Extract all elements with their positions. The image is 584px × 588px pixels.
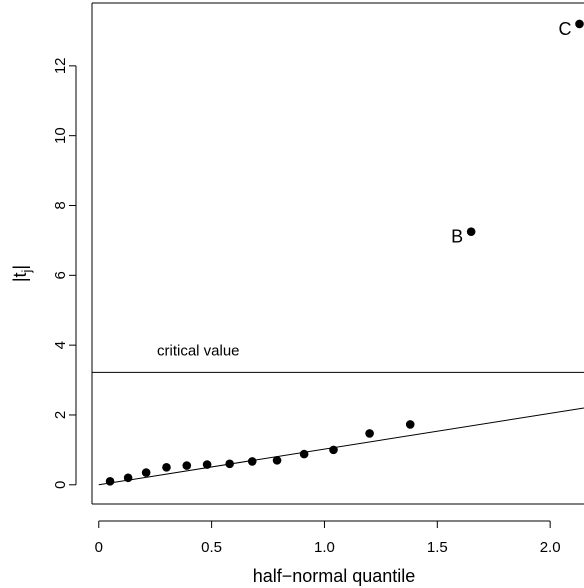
critical-value-label: critical value [157, 342, 240, 359]
point-label: B [451, 227, 463, 247]
y-axis-label: |tj| [10, 265, 34, 282]
data-point [365, 429, 374, 438]
data-point [162, 463, 171, 472]
x-tick-label: 1.5 [427, 539, 448, 556]
data-point [466, 227, 476, 236]
data-point [405, 420, 415, 429]
data-point [105, 477, 115, 486]
data-point [202, 460, 212, 469]
data-point [575, 19, 584, 29]
x-tick-label: 2.0 [540, 539, 561, 556]
y-tick-label: 4 [52, 341, 69, 349]
data-point [123, 473, 133, 483]
data-points: BC [105, 19, 584, 486]
y-tick-label: 12 [52, 57, 69, 74]
x-tick-label: 1.0 [314, 539, 335, 556]
data-point [141, 468, 151, 477]
fitted-line [98, 407, 584, 486]
data-point [299, 449, 309, 459]
x-axis-label: half−normal quantile [253, 566, 416, 586]
data-point [329, 445, 338, 455]
y-tick-label: 6 [52, 271, 69, 279]
data-point [182, 461, 192, 470]
axes: 0 0.5 1.0 1.5 2.0 0 2 4 6 8 10 12 [52, 2, 584, 556]
data-point [225, 459, 234, 469]
reference-lines [92, 371, 584, 486]
y-tick-label: 2 [52, 411, 69, 419]
x-tick-label: 0.5 [201, 539, 222, 556]
point-label: C [558, 19, 571, 39]
chart-text: half−normal quantile |tj| critical value [10, 265, 415, 586]
y-tick-label: 10 [52, 127, 69, 144]
y-tick-label: 0 [52, 481, 69, 489]
data-point [247, 457, 257, 466]
x-tick-label: 0 [95, 539, 103, 556]
data-point [272, 456, 282, 465]
y-tick-label: 8 [52, 201, 69, 209]
